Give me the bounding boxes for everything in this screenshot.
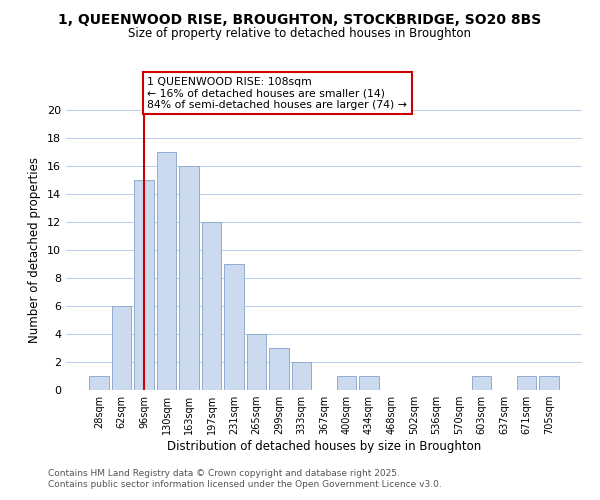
Bar <box>202 222 221 390</box>
Y-axis label: Number of detached properties: Number of detached properties <box>28 157 41 343</box>
Bar <box>269 348 289 390</box>
Text: Contains HM Land Registry data © Crown copyright and database right 2025.: Contains HM Land Registry data © Crown c… <box>48 468 400 477</box>
Text: Contains public sector information licensed under the Open Government Licence v3: Contains public sector information licen… <box>48 480 442 489</box>
Text: 1, QUEENWOOD RISE, BROUGHTON, STOCKBRIDGE, SO20 8BS: 1, QUEENWOOD RISE, BROUGHTON, STOCKBRIDG… <box>58 12 542 26</box>
Bar <box>157 152 176 390</box>
Bar <box>539 376 559 390</box>
Bar <box>89 376 109 390</box>
X-axis label: Distribution of detached houses by size in Broughton: Distribution of detached houses by size … <box>167 440 481 453</box>
Bar <box>472 376 491 390</box>
Bar <box>179 166 199 390</box>
Text: Size of property relative to detached houses in Broughton: Size of property relative to detached ho… <box>128 28 472 40</box>
Bar <box>224 264 244 390</box>
Bar <box>359 376 379 390</box>
Text: 1 QUEENWOOD RISE: 108sqm
← 16% of detached houses are smaller (14)
84% of semi-d: 1 QUEENWOOD RISE: 108sqm ← 16% of detach… <box>148 77 407 110</box>
Bar <box>112 306 131 390</box>
Bar <box>337 376 356 390</box>
Bar <box>247 334 266 390</box>
Bar <box>517 376 536 390</box>
Bar <box>134 180 154 390</box>
Bar <box>292 362 311 390</box>
